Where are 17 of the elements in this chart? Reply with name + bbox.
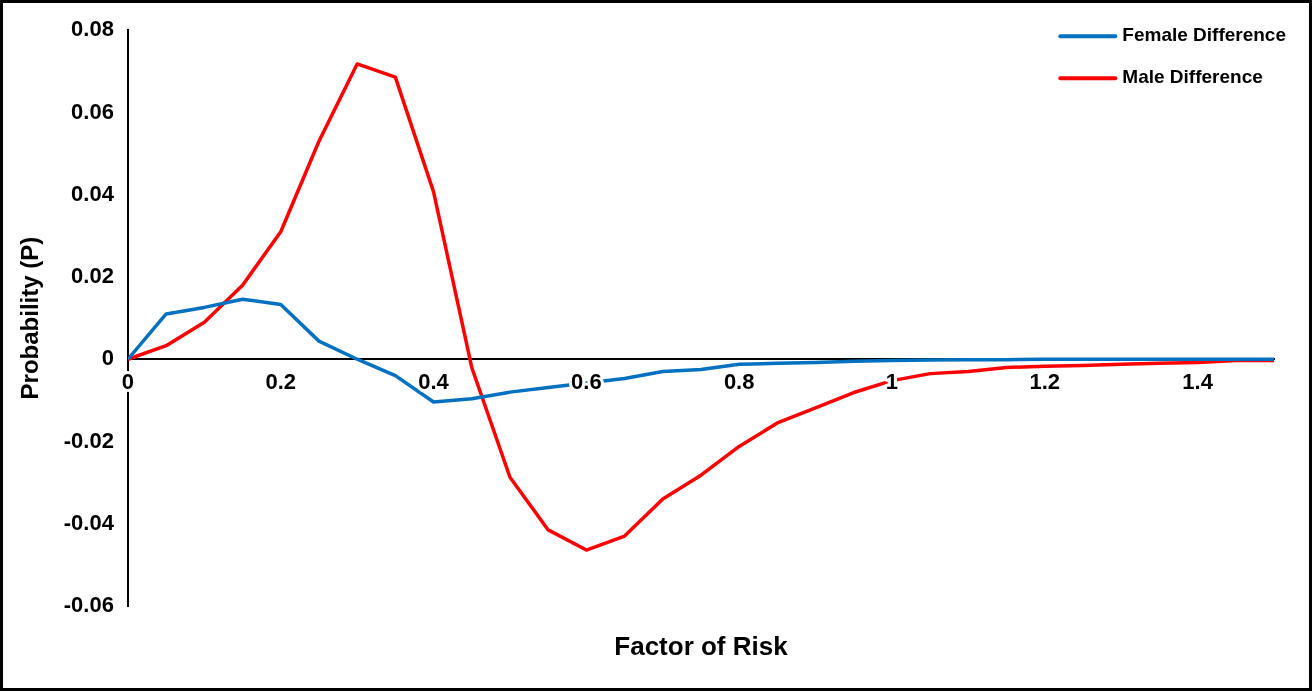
- y-tick-label: 0.04: [71, 180, 115, 206]
- y-tick-label: 0.02: [71, 263, 114, 289]
- y-tick-label: 0.08: [71, 16, 114, 42]
- y-tick-label: -0.02: [63, 427, 114, 453]
- x-axis-title: Factor of Risk: [614, 631, 789, 662]
- x-tick-label: 0.8: [723, 369, 755, 395]
- x-tick-label: 0.2: [265, 369, 297, 395]
- y-tick-label: 0: [101, 345, 114, 371]
- y-tick-label: -0.06: [63, 592, 114, 618]
- y-tick-label: 0.06: [71, 98, 114, 124]
- x-tick-label: 1.2: [1029, 369, 1061, 395]
- y-tick-label: -0.04: [63, 509, 115, 535]
- x-tick-label: 1.4: [1182, 369, 1214, 395]
- legend-label: Female Difference: [1122, 24, 1287, 46]
- x-tick-label: 0.4: [418, 369, 450, 395]
- y-axis-title: Probability (P): [16, 236, 44, 400]
- legend-label: Male Difference: [1122, 66, 1263, 88]
